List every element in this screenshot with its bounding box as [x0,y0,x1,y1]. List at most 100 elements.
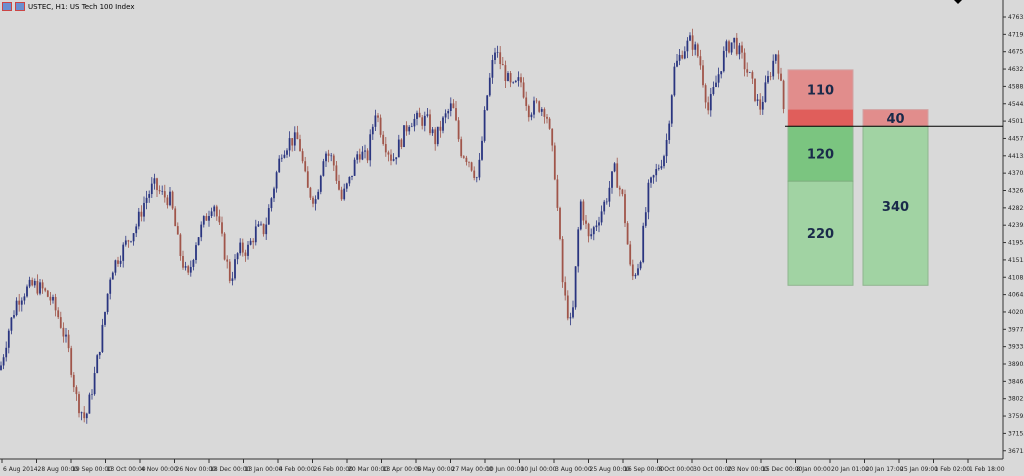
candle [270,197,273,212]
candle-body [444,113,447,118]
shift-marker-icon [954,0,962,4]
candle-body [579,201,582,230]
candle-body [223,233,226,260]
candle-body [31,279,34,286]
candle [587,222,590,243]
candle [343,183,346,201]
candle-body [717,74,720,83]
candle [117,256,119,267]
candle [665,133,668,164]
candle-body [548,118,551,129]
candle-body [696,44,699,57]
candle [176,222,179,235]
candle-body [124,240,127,245]
candle [356,151,359,164]
candle [57,307,60,319]
candle [514,79,517,83]
candle-body [611,171,613,188]
time-tick-label: 5 May 00:00 [417,466,455,473]
candle [20,297,23,312]
candle [465,155,468,166]
candle-body [161,191,164,192]
candle-body [525,97,528,106]
candle [231,271,234,286]
candle-body [270,198,273,209]
candle [637,263,639,276]
candle [611,171,613,194]
candle-body [660,166,663,169]
time-tick-label: 10 Jul 00:00 [521,466,557,473]
candle-body [564,282,567,296]
candle [546,113,548,124]
candle-body [465,157,468,163]
candle [260,221,262,227]
candle [374,109,377,131]
candle [317,189,320,200]
candle [585,215,587,230]
candle-body [54,296,57,311]
candle-body [475,177,478,179]
candle-body [637,268,639,275]
time-tick-label: 20 Jan 17:00 [866,466,904,473]
candle-body [265,224,268,235]
candle [743,48,746,77]
candle-body [304,161,307,172]
time-tick-label: 27 May 00:00 [452,466,493,473]
candle-body [782,80,785,110]
candle-body [283,154,286,158]
candle [504,60,507,88]
candle-body [213,206,216,212]
candle-body [509,73,512,83]
price-tick-label: 3890.00 [1008,361,1024,368]
candle [759,93,762,115]
candle-body [603,201,606,212]
candle [741,41,743,59]
candle-body [114,260,117,273]
time-tick-label: 1 Feb 18:00 [969,466,1005,473]
candle-body [585,220,587,224]
candle [306,166,309,188]
candle [595,220,598,232]
candle [707,96,710,115]
candle [247,240,249,260]
candle [598,216,600,233]
candle-body [598,222,600,226]
candle-body [210,211,213,217]
candle-body [707,102,710,111]
candle [345,182,348,192]
candle-body [478,159,481,178]
candle-body [197,237,200,246]
candle [423,111,426,132]
candle [535,98,538,104]
candle-body [613,163,616,172]
candle-body [236,253,239,260]
candle [228,259,231,284]
candle [488,73,491,97]
candle-body [62,327,65,337]
candle-body [743,52,746,70]
candle-body [252,240,255,243]
candle [124,235,127,247]
candle [592,225,595,241]
candle-body [655,169,658,176]
candle-body [187,266,190,273]
candle-body [608,187,611,202]
candle-body [156,178,158,191]
time-tick-label: 19 Sep 00:00 [72,466,112,473]
candle-body [65,334,67,337]
candle [660,159,663,170]
candle-body [652,175,655,178]
price-tick-label: 3671.75 [1008,448,1024,455]
candle [733,37,736,49]
candle-body [361,151,364,160]
candle [7,328,10,354]
candle-body [179,234,182,256]
candle [613,162,616,173]
candle-body [23,296,26,301]
candle-body [340,189,343,200]
candle-body [429,114,431,134]
candle [530,112,533,121]
candle [44,287,47,293]
candle [163,184,166,203]
